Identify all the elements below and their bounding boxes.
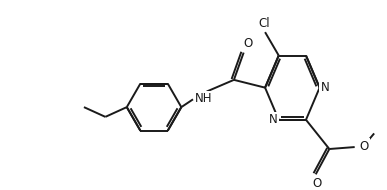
Text: NH: NH	[195, 92, 212, 105]
Text: O: O	[243, 37, 252, 50]
Text: N: N	[269, 113, 278, 126]
Text: N: N	[320, 81, 329, 94]
Text: O: O	[312, 177, 321, 190]
Text: O: O	[360, 140, 369, 153]
Text: Cl: Cl	[258, 17, 270, 30]
